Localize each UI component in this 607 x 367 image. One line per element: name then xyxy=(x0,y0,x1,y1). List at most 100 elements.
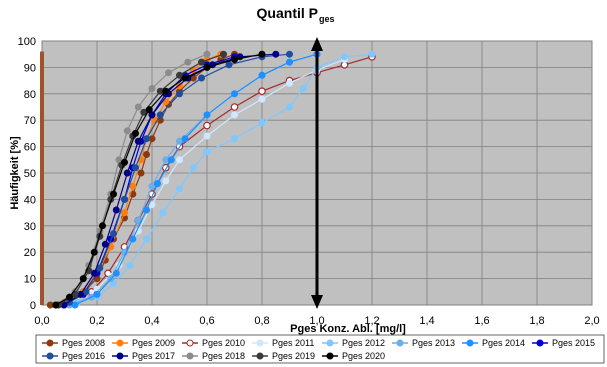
x-tick-label: 0,0 xyxy=(34,315,49,327)
legend-label: Pges 2018 xyxy=(202,351,245,361)
y-tick-label: 90 xyxy=(24,62,36,74)
data-point xyxy=(66,293,74,301)
data-point xyxy=(272,50,280,58)
data-point xyxy=(140,108,148,116)
y-tick-label: 30 xyxy=(24,221,36,233)
series-pges-2020 xyxy=(52,50,266,309)
legend-swatch-marker xyxy=(326,352,334,360)
arrow-head-top xyxy=(311,37,323,51)
data-point xyxy=(154,180,162,188)
legend-swatch-marker xyxy=(116,339,124,347)
data-point xyxy=(198,58,206,66)
series-pges-2017 xyxy=(60,50,280,309)
data-point xyxy=(181,74,189,82)
reference-bar xyxy=(40,51,44,306)
legend-entry: Pges 2009 xyxy=(112,338,175,348)
data-point xyxy=(231,55,239,63)
x-tick-label: 1,0 xyxy=(309,315,324,327)
data-point xyxy=(156,111,164,119)
legend-label: Pges 2016 xyxy=(62,351,105,361)
legend-entry: Pges 2013 xyxy=(392,338,455,348)
data-point xyxy=(126,261,134,269)
legend-box xyxy=(35,334,605,364)
series-layer xyxy=(46,50,376,309)
reference-bar-rect xyxy=(40,51,44,306)
x-axis-title: Pges Konz. Abl. [mg/l] xyxy=(290,323,406,335)
data-point xyxy=(203,121,211,130)
threshold-arrow xyxy=(311,37,323,309)
data-point xyxy=(225,61,233,69)
legend-label: Pges 2012 xyxy=(342,338,385,348)
series-line xyxy=(58,53,224,306)
x-tick-label: 0,4 xyxy=(144,315,159,327)
data-point xyxy=(184,58,192,66)
data-point xyxy=(129,182,137,190)
y-axis-title: Häufigkeit [%] xyxy=(9,136,21,210)
data-point xyxy=(203,50,211,58)
legend-entry: Pges 2008 xyxy=(42,338,105,348)
data-point xyxy=(143,206,151,214)
data-point xyxy=(148,85,156,93)
data-point xyxy=(198,74,206,82)
legend-swatch-marker xyxy=(536,339,544,347)
data-point xyxy=(203,148,211,156)
legend-label: Pges 2019 xyxy=(272,351,315,361)
data-point xyxy=(134,137,142,145)
y-tick-label: 20 xyxy=(24,247,36,259)
data-point xyxy=(132,129,140,137)
legend-entry: Pges 2011 xyxy=(252,338,314,348)
data-point xyxy=(230,103,239,111)
data-point xyxy=(129,235,137,243)
x-tick-label: 0,6 xyxy=(199,315,214,327)
y-tick-label: 10 xyxy=(24,274,36,286)
data-point xyxy=(165,69,173,77)
y-tick-label: 40 xyxy=(24,194,36,206)
legend-label: Pges 2010 xyxy=(202,338,245,348)
data-point xyxy=(110,230,118,238)
legend-swatch-marker xyxy=(326,339,334,347)
legend-swatch-marker xyxy=(256,339,264,347)
legend-label: Pges 2020 xyxy=(342,351,385,361)
chart-title: Quantil P xyxy=(257,5,318,21)
legend-swatch-marker xyxy=(396,339,404,347)
data-point xyxy=(231,90,239,98)
arrow-head-bottom xyxy=(311,295,323,309)
data-point xyxy=(258,71,266,79)
data-point xyxy=(162,87,170,95)
y-tick-label: 80 xyxy=(24,89,36,101)
data-point xyxy=(143,151,151,159)
data-point xyxy=(79,275,87,283)
legend-label: Pges 2013 xyxy=(412,338,455,348)
data-point xyxy=(285,103,293,111)
legend-label: Pges 2015 xyxy=(552,338,595,348)
legend-entry: Pges 2014 xyxy=(462,338,525,348)
data-point xyxy=(258,87,266,96)
data-point xyxy=(123,127,131,135)
series-line xyxy=(77,53,373,303)
data-point xyxy=(93,290,101,298)
data-point xyxy=(134,103,142,111)
data-point xyxy=(299,85,307,93)
data-point xyxy=(143,135,151,143)
series-pges-2016 xyxy=(66,50,293,306)
data-point xyxy=(231,135,239,143)
data-point xyxy=(258,50,266,58)
legend-entry: Pges 2015 xyxy=(532,338,595,348)
data-point xyxy=(368,50,376,58)
data-point xyxy=(189,164,197,172)
y-tick-label: 100 xyxy=(18,36,36,48)
legend-entry: Pges 2012 xyxy=(322,338,385,348)
data-point xyxy=(137,169,145,177)
data-point xyxy=(145,106,153,114)
legend-entry: Pges 2018 xyxy=(182,351,245,361)
legend-entry: Pges 2019 xyxy=(252,351,315,361)
y-tick-labels: 0 10 20 30 40 50 60 70 80 90 100 xyxy=(18,36,36,312)
x-tick-label: 1,4 xyxy=(419,315,434,327)
y-tick-label: 50 xyxy=(24,168,36,180)
data-point xyxy=(99,222,107,230)
x-tick-label: 0,2 xyxy=(89,315,104,327)
x-tick-label: 2,0 xyxy=(584,315,599,327)
data-point xyxy=(176,82,184,90)
data-point xyxy=(123,169,131,177)
